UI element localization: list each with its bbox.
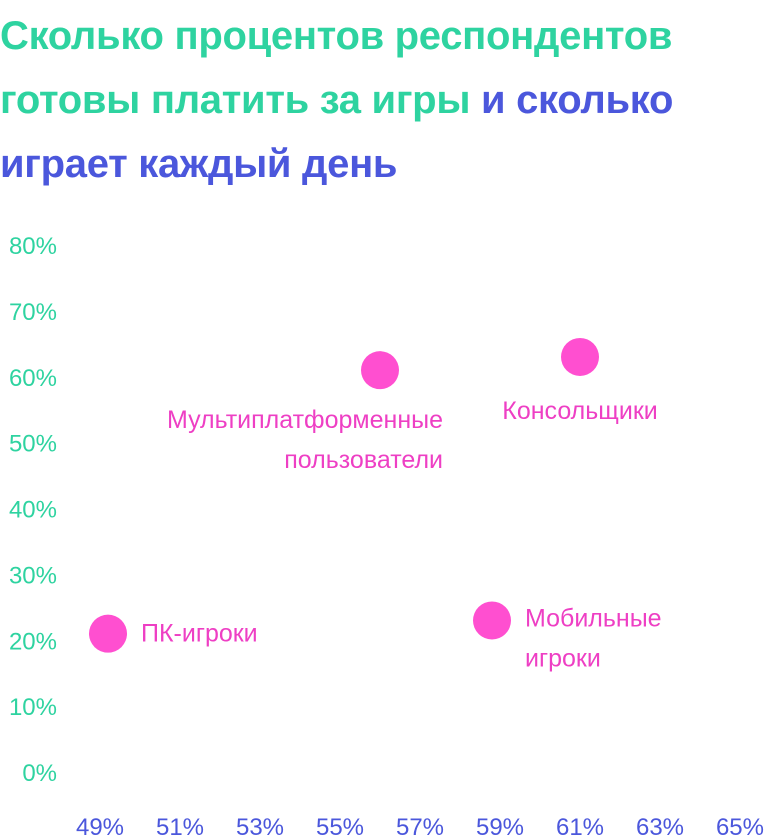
x-tick-label: 53% — [236, 814, 284, 837]
point-labels: ПК-игроки Мультиплатформенные пользователи… — [141, 397, 662, 673]
y-axis-ticks: 0% 10% 20% 30% 40% 50% 60% 70% 80% — [9, 233, 57, 787]
y-tick-label: 40% — [9, 497, 57, 524]
y-tick-label: 30% — [9, 562, 57, 589]
y-tick-label: 0% — [22, 760, 57, 787]
data-point — [361, 351, 399, 390]
chart-title: Сколько процентов респондентов готовы пл… — [0, 4, 768, 196]
data-point — [89, 614, 127, 653]
x-tick-label: 57% — [396, 814, 444, 837]
title-part-green: Сколько процентов респондентов готовы пл… — [0, 14, 673, 122]
x-tick-label: 59% — [476, 814, 524, 837]
x-tick-label: 55% — [316, 814, 364, 837]
x-tick-label: 65% — [716, 814, 764, 837]
y-tick-label: 80% — [9, 233, 57, 260]
y-tick-label: 20% — [9, 628, 57, 655]
data-point — [561, 337, 599, 376]
point-label: Мобильные игроки — [525, 604, 662, 672]
y-tick-label: 50% — [9, 431, 57, 458]
y-tick-label: 10% — [9, 694, 57, 721]
x-tick-label: 51% — [156, 814, 204, 837]
y-tick-label: 60% — [9, 365, 57, 392]
title-part-blue: и сколько играет каждый день — [0, 78, 674, 186]
point-label: ПК-игроки — [141, 620, 258, 648]
data-points — [89, 337, 599, 653]
data-point — [473, 601, 511, 640]
x-tick-label: 61% — [556, 814, 604, 837]
point-label: Консольщики — [502, 397, 657, 425]
x-tick-label: 63% — [636, 814, 684, 837]
point-label: Мультиплатформенные пользователи — [167, 406, 443, 474]
x-tick-label: 49% — [76, 814, 124, 837]
x-axis-ticks: 49% 51% 53% 55% 57% 59% 61% 63% 65% — [76, 814, 764, 837]
y-tick-label: 70% — [9, 299, 57, 326]
